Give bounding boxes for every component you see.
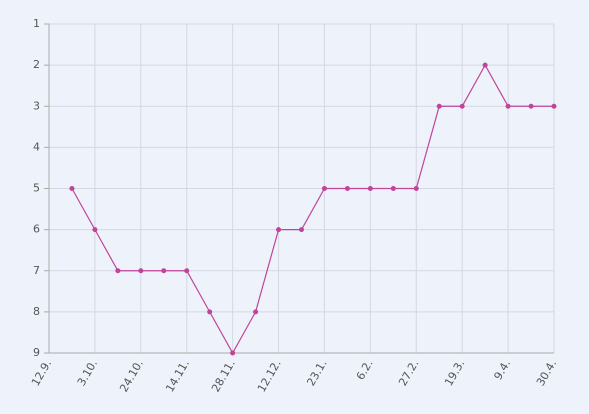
line	[71, 63, 554, 355]
point	[367, 186, 373, 191]
x-tick-label: 30.4.	[534, 358, 559, 389]
y-tick-label: 2	[33, 58, 40, 71]
x-tick-label: 27.2.	[396, 358, 421, 389]
point	[459, 103, 465, 109]
x-tick-label: 12.12.	[255, 358, 284, 395]
x-tick-label: 3.10.	[75, 358, 100, 389]
y-tick-label: 1	[33, 17, 40, 30]
point	[551, 103, 557, 109]
y-tick-label: 4	[33, 140, 40, 153]
point	[230, 350, 236, 356]
point	[184, 268, 190, 274]
point	[321, 186, 327, 191]
x-tick-label: 9.4.	[492, 358, 514, 383]
point	[390, 186, 396, 191]
x-tick-label: 23.1.	[304, 358, 329, 389]
y-tick-label: 9	[33, 346, 40, 359]
y-tick-label: 6	[33, 223, 40, 236]
point	[413, 186, 419, 191]
x-tick-label: 19.3.	[442, 358, 467, 389]
point	[299, 227, 304, 233]
y-tick-label: 3	[33, 99, 40, 112]
y-tick-label: 8	[33, 305, 40, 318]
point	[505, 103, 511, 109]
y-tick-label: 7	[33, 264, 40, 277]
point	[207, 309, 213, 315]
point	[344, 186, 350, 191]
x-tick-label: 12.9.	[29, 358, 54, 389]
point	[482, 62, 488, 68]
y-tick-label: 5	[33, 182, 40, 195]
point	[528, 103, 534, 109]
point	[69, 186, 75, 191]
x-tick-label: 24.10.	[117, 358, 146, 395]
x-tick-label: 28.11.	[209, 358, 238, 395]
point	[253, 309, 259, 315]
x-tick-label: 14.11.	[163, 358, 192, 395]
point	[276, 227, 282, 233]
point	[138, 268, 144, 274]
x-tick-label: 6.2.	[354, 358, 376, 383]
point	[92, 227, 98, 233]
point	[436, 103, 442, 109]
point	[115, 268, 121, 274]
point	[161, 268, 167, 274]
